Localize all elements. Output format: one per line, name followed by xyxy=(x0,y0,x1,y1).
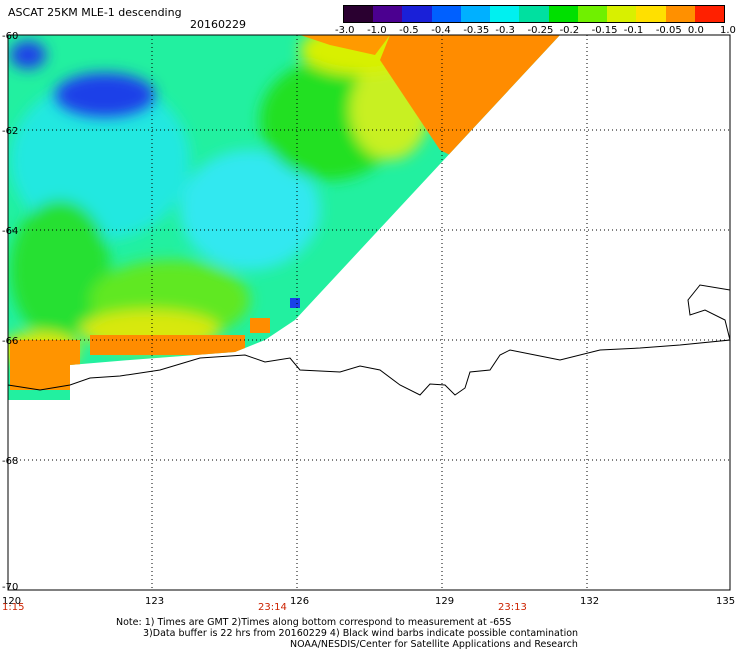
color-scale-label: -0.1 xyxy=(623,25,644,36)
color-scale-label: 0.0 xyxy=(687,25,704,36)
color-scale-segment xyxy=(431,6,461,22)
product-date: 20160229 xyxy=(190,18,246,31)
footnote-line: Note: 1) Times are GMT 2)Times along bot… xyxy=(116,617,512,628)
lat-label: -62 xyxy=(2,126,18,137)
color-scale-segment xyxy=(548,6,578,22)
time-label: 23:14 xyxy=(258,602,287,613)
lon-label: 126 xyxy=(290,596,309,607)
lat-label: -60 xyxy=(2,31,18,42)
lon-label: 129 xyxy=(435,596,454,607)
lat-label: -68 xyxy=(2,456,18,467)
color-scale-segment xyxy=(460,6,491,22)
color-scale-label: -0.5 xyxy=(399,25,419,36)
color-scale-segment xyxy=(665,6,695,22)
antarctic-coastline xyxy=(7,284,731,396)
color-scale-label: -0.4 xyxy=(431,25,451,36)
color-scale-segment xyxy=(636,6,666,22)
color-scale-bar xyxy=(343,5,725,23)
footnote-credit: NOAA/NESDIS/Center for Satellite Applica… xyxy=(290,639,578,650)
color-scale-label: -0.35 xyxy=(463,25,490,36)
lat-label: -66 xyxy=(2,336,18,347)
color-scale-label: 1.0 xyxy=(720,25,736,36)
graticule xyxy=(8,35,730,590)
lat-label: -70 xyxy=(2,582,18,593)
color-scale-segment xyxy=(402,6,432,22)
color-scale-label: -0.25 xyxy=(527,25,554,36)
time-label: 1:15 xyxy=(2,602,24,613)
color-scale-segment xyxy=(490,6,520,22)
color-scale-segment xyxy=(344,6,374,22)
color-scale-segment xyxy=(694,6,725,22)
lon-label: 135 xyxy=(716,596,735,607)
color-scale-label: -0.3 xyxy=(495,25,515,36)
color-scale-labels: -3.0 -1.0 -0.5 -0.4 -0.35 -0.3 -0.25 -0.2 -0.15-… xyxy=(335,25,736,39)
lon-label: 132 xyxy=(580,596,599,607)
time-label: 23:13 xyxy=(498,602,527,613)
color-scale-segment xyxy=(607,6,637,22)
color-scale-label: -0.15 xyxy=(591,25,618,36)
product-title: ASCAT 25KM MLE-1 descending xyxy=(8,6,182,19)
lon-label: 120 xyxy=(2,596,21,607)
lat-label: -64 xyxy=(2,226,18,237)
color-scale-label: -0.2 xyxy=(559,25,580,36)
color-scale-label: -0.05 xyxy=(655,25,682,36)
color-scale-label: -1.0 xyxy=(367,25,387,36)
color-scale-segment xyxy=(519,6,549,22)
color-scale-segment xyxy=(373,6,403,22)
footnote-line: 3)Data buffer is 22 hrs from 20160229 4)… xyxy=(143,628,579,639)
wind-data-swath xyxy=(8,35,560,400)
color-scale-label: -3.0 xyxy=(335,25,355,36)
lon-label: 123 xyxy=(145,596,164,607)
color-scale-segment xyxy=(577,6,608,22)
